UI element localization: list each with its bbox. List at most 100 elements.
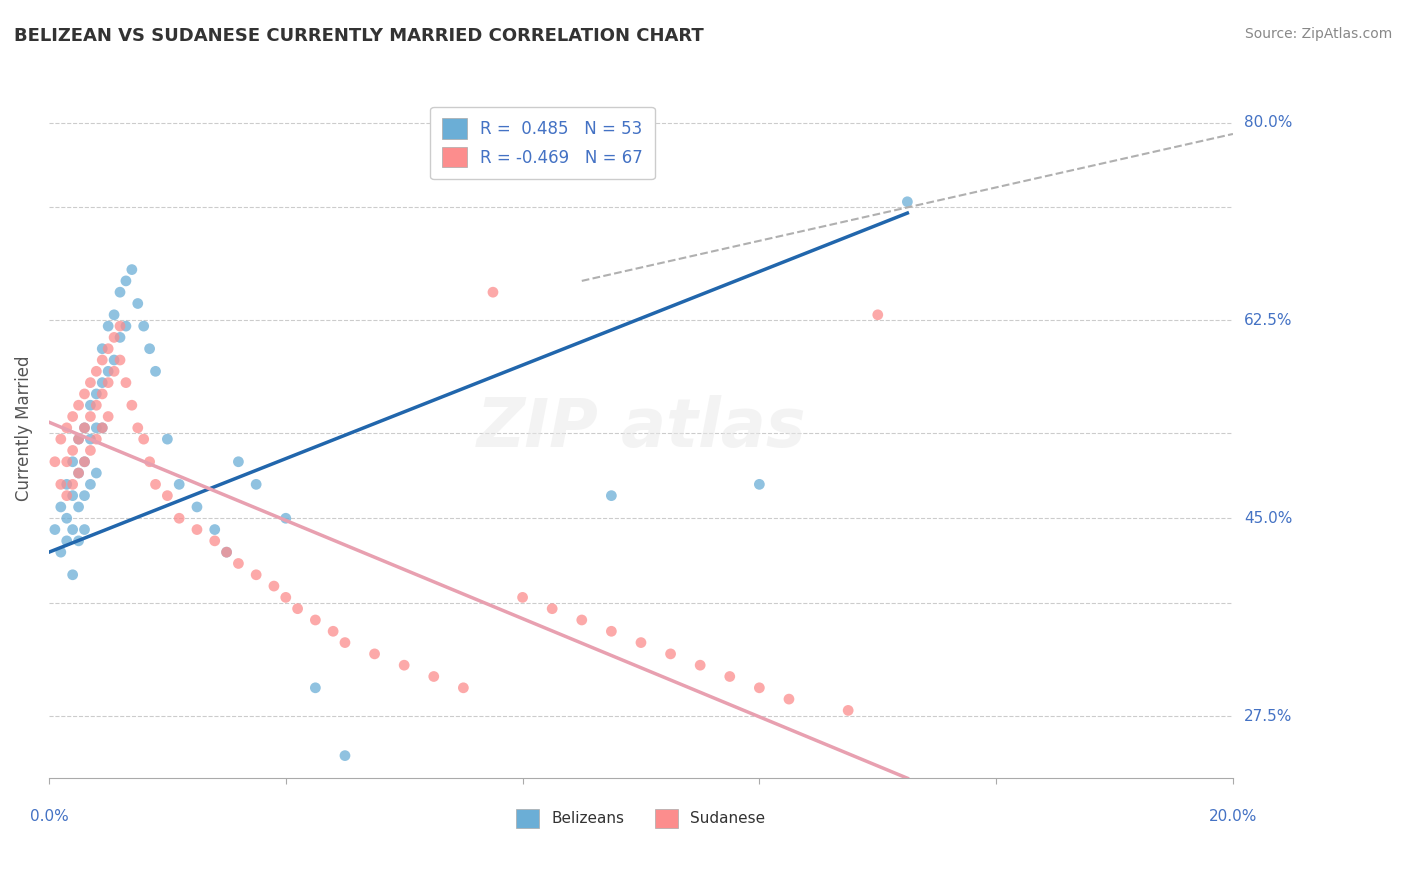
- Point: [73, 421, 96, 435]
- Point: [86, 466, 108, 480]
- Point: [91, 421, 114, 435]
- Point: [837, 703, 859, 717]
- Point: [79, 376, 101, 390]
- Point: [103, 330, 125, 344]
- Point: [121, 398, 143, 412]
- Point: [91, 387, 114, 401]
- Point: [215, 545, 238, 559]
- Point: [49, 500, 72, 514]
- Point: [86, 421, 108, 435]
- Point: [274, 511, 297, 525]
- Text: 45.0%: 45.0%: [1244, 511, 1292, 525]
- Point: [55, 489, 77, 503]
- Point: [55, 533, 77, 548]
- Point: [79, 443, 101, 458]
- Point: [97, 319, 120, 334]
- Point: [333, 635, 356, 649]
- Point: [62, 409, 84, 424]
- Point: [363, 647, 385, 661]
- Point: [866, 308, 889, 322]
- Point: [541, 601, 564, 615]
- Point: [304, 681, 326, 695]
- Y-axis label: Currently Married: Currently Married: [15, 355, 32, 500]
- Point: [748, 681, 770, 695]
- Point: [49, 477, 72, 491]
- Point: [97, 342, 120, 356]
- Point: [156, 432, 179, 446]
- Point: [91, 376, 114, 390]
- Point: [55, 511, 77, 525]
- Point: [62, 523, 84, 537]
- Point: [145, 477, 167, 491]
- Point: [49, 545, 72, 559]
- Point: [62, 489, 84, 503]
- Point: [73, 455, 96, 469]
- Point: [108, 353, 131, 368]
- Point: [55, 421, 77, 435]
- Point: [67, 466, 90, 480]
- Point: [145, 364, 167, 378]
- Point: [44, 455, 66, 469]
- Point: [138, 455, 160, 469]
- Point: [49, 432, 72, 446]
- Point: [97, 364, 120, 378]
- Point: [67, 500, 90, 514]
- Point: [73, 421, 96, 435]
- Point: [322, 624, 344, 639]
- Point: [108, 319, 131, 334]
- Point: [103, 308, 125, 322]
- Point: [55, 477, 77, 491]
- Point: [79, 477, 101, 491]
- Point: [186, 523, 208, 537]
- Point: [204, 523, 226, 537]
- Point: [778, 692, 800, 706]
- Point: [115, 319, 138, 334]
- Point: [115, 274, 138, 288]
- Point: [62, 443, 84, 458]
- Point: [91, 421, 114, 435]
- Point: [91, 353, 114, 368]
- Point: [274, 591, 297, 605]
- Point: [228, 455, 250, 469]
- Point: [91, 342, 114, 356]
- Point: [55, 455, 77, 469]
- Point: [67, 466, 90, 480]
- Text: 0.0%: 0.0%: [30, 809, 69, 824]
- Point: [748, 477, 770, 491]
- Point: [718, 669, 741, 683]
- Point: [108, 285, 131, 300]
- Point: [167, 477, 190, 491]
- Point: [103, 364, 125, 378]
- Point: [73, 455, 96, 469]
- Point: [896, 194, 918, 209]
- Point: [600, 624, 623, 639]
- Point: [600, 489, 623, 503]
- Point: [67, 533, 90, 548]
- Legend: Belizeans, Sudanese: Belizeans, Sudanese: [510, 803, 772, 834]
- Point: [245, 477, 267, 491]
- Point: [67, 432, 90, 446]
- Point: [127, 296, 149, 310]
- Point: [79, 409, 101, 424]
- Point: [132, 432, 155, 446]
- Text: BELIZEAN VS SUDANESE CURRENTLY MARRIED CORRELATION CHART: BELIZEAN VS SUDANESE CURRENTLY MARRIED C…: [14, 27, 704, 45]
- Point: [121, 262, 143, 277]
- Point: [304, 613, 326, 627]
- Point: [333, 748, 356, 763]
- Point: [86, 387, 108, 401]
- Point: [287, 601, 309, 615]
- Point: [86, 432, 108, 446]
- Point: [86, 398, 108, 412]
- Point: [482, 285, 505, 300]
- Point: [79, 398, 101, 412]
- Point: [73, 489, 96, 503]
- Point: [127, 421, 149, 435]
- Point: [453, 681, 475, 695]
- Point: [62, 567, 84, 582]
- Point: [167, 511, 190, 525]
- Point: [263, 579, 285, 593]
- Point: [67, 432, 90, 446]
- Point: [97, 409, 120, 424]
- Point: [115, 376, 138, 390]
- Point: [204, 533, 226, 548]
